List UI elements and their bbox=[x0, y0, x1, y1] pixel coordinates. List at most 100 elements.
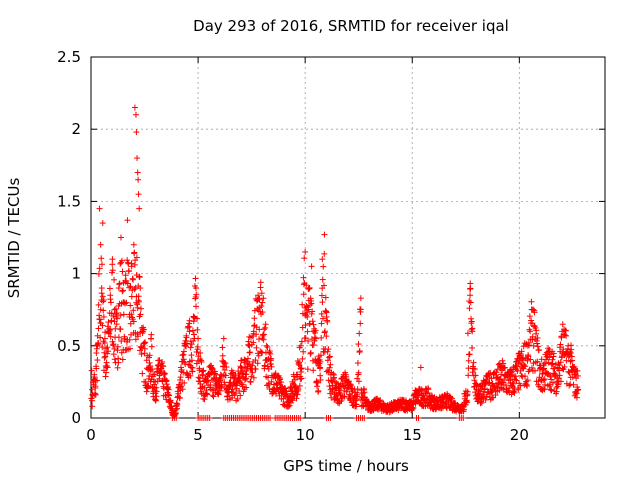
data-point bbox=[355, 369, 362, 376]
data-point bbox=[99, 322, 106, 329]
data-point bbox=[251, 315, 258, 322]
data-point bbox=[125, 268, 132, 275]
data-point bbox=[268, 378, 275, 385]
data-point bbox=[212, 370, 219, 377]
data-point bbox=[139, 344, 146, 351]
data-point bbox=[134, 333, 141, 340]
data-point bbox=[119, 268, 126, 275]
data-point bbox=[260, 336, 267, 343]
data-point bbox=[197, 356, 204, 363]
data-point bbox=[469, 369, 476, 376]
data-point bbox=[160, 363, 167, 370]
data-point bbox=[308, 300, 315, 307]
data-point bbox=[556, 362, 563, 369]
data-point bbox=[98, 261, 105, 268]
data-point bbox=[466, 286, 473, 293]
data-point bbox=[96, 205, 103, 212]
data-point bbox=[530, 306, 537, 313]
data-point bbox=[88, 395, 95, 402]
data-point bbox=[128, 311, 135, 318]
data-point bbox=[133, 254, 140, 261]
data-point bbox=[193, 291, 200, 298]
data-point bbox=[134, 155, 141, 162]
data-point bbox=[548, 387, 555, 394]
data-point bbox=[135, 283, 142, 290]
data-point bbox=[264, 374, 271, 381]
data-point bbox=[448, 395, 455, 402]
data-point bbox=[250, 339, 257, 346]
data-point bbox=[179, 386, 186, 393]
data-point bbox=[518, 348, 525, 355]
data-point bbox=[222, 360, 229, 367]
data-point bbox=[107, 299, 114, 306]
data-point bbox=[111, 356, 118, 363]
data-point bbox=[324, 357, 331, 364]
data-point bbox=[234, 395, 241, 402]
data-point bbox=[410, 404, 417, 411]
data-point bbox=[562, 327, 569, 334]
x-tick-label: 5 bbox=[193, 426, 203, 444]
data-point bbox=[95, 325, 102, 332]
data-point bbox=[267, 357, 274, 364]
data-point bbox=[135, 191, 142, 198]
data-point bbox=[92, 384, 99, 391]
data-point bbox=[148, 343, 155, 350]
data-point bbox=[293, 395, 300, 402]
data-point bbox=[139, 370, 146, 377]
data-point bbox=[132, 336, 139, 343]
data-point bbox=[126, 336, 133, 343]
data-point bbox=[191, 283, 198, 290]
data-point bbox=[494, 366, 501, 373]
data-point bbox=[137, 344, 144, 351]
data-point bbox=[467, 299, 474, 306]
data-point bbox=[312, 327, 319, 334]
data-point bbox=[310, 367, 317, 374]
data-point bbox=[314, 379, 321, 386]
data-point bbox=[209, 392, 216, 399]
data-point bbox=[194, 315, 201, 322]
data-point bbox=[361, 415, 368, 421]
data-point bbox=[102, 329, 109, 336]
data-point bbox=[145, 382, 152, 389]
data-point bbox=[331, 374, 338, 381]
data-point bbox=[257, 279, 264, 286]
data-point bbox=[192, 275, 199, 282]
plot-frame bbox=[90, 56, 606, 419]
data-point bbox=[575, 386, 582, 393]
data-point bbox=[264, 344, 271, 351]
data-point bbox=[471, 377, 478, 384]
data-point bbox=[98, 290, 105, 297]
data-point bbox=[526, 342, 533, 349]
data-point bbox=[417, 364, 424, 371]
data-point bbox=[473, 381, 480, 388]
data-point bbox=[96, 265, 103, 272]
data-point bbox=[561, 332, 568, 339]
data-point bbox=[159, 358, 166, 365]
data-point bbox=[174, 401, 181, 408]
data-point bbox=[290, 380, 297, 387]
data-point bbox=[110, 313, 117, 320]
data-point bbox=[488, 388, 495, 395]
data-point bbox=[512, 362, 519, 369]
data-point bbox=[188, 341, 195, 348]
data-point bbox=[380, 400, 387, 407]
y-tick-label: 2 bbox=[71, 120, 81, 138]
data-point bbox=[210, 393, 217, 400]
data-point bbox=[343, 388, 350, 395]
data-point bbox=[354, 360, 361, 367]
data-point bbox=[162, 378, 169, 385]
data-point bbox=[308, 263, 315, 270]
data-point bbox=[136, 205, 143, 212]
data-point bbox=[468, 318, 475, 325]
data-point bbox=[569, 357, 576, 364]
data-point bbox=[558, 334, 565, 341]
data-point bbox=[93, 365, 100, 372]
data-point bbox=[216, 387, 223, 394]
data-point bbox=[565, 368, 572, 375]
data-point bbox=[319, 256, 326, 263]
data-point bbox=[116, 280, 123, 287]
data-point bbox=[328, 394, 335, 401]
data-point bbox=[320, 263, 327, 270]
data-point bbox=[252, 366, 259, 373]
